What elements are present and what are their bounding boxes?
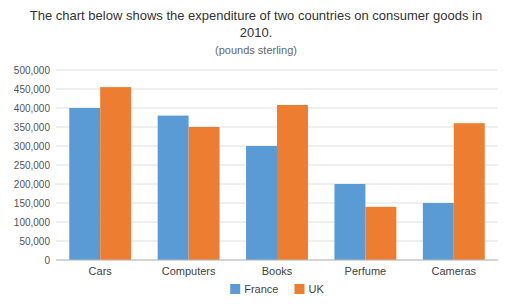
bar — [454, 123, 485, 260]
y-tick-label: 450,000 — [14, 84, 51, 95]
x-tick-label: Cars — [89, 265, 113, 277]
y-tick-label: 500,000 — [14, 65, 51, 76]
bar — [100, 87, 131, 260]
y-tick-label: 150,000 — [14, 198, 51, 209]
bar — [158, 116, 189, 260]
subtitle: (pounds sterling) — [215, 44, 297, 56]
bar — [423, 203, 454, 260]
bars — [69, 87, 484, 260]
y-tick-label: 350,000 — [14, 122, 51, 133]
legend-label: UK — [308, 283, 324, 295]
y-tick-label: 50,000 — [19, 236, 50, 247]
grid-line — [56, 70, 498, 71]
bar — [189, 127, 220, 260]
bar — [365, 207, 396, 260]
bar — [246, 146, 277, 260]
y-tick-label: 300,000 — [14, 141, 51, 152]
y-tick-label: 400,000 — [14, 103, 51, 114]
legend-swatch — [294, 284, 304, 294]
bar — [277, 105, 308, 260]
y-tick-label: 0 — [44, 255, 50, 266]
title-line: The chart below shows the expenditure of… — [30, 8, 482, 23]
y-tick-label: 250,000 — [14, 160, 51, 171]
legend-swatch — [230, 284, 240, 294]
title: The chart below shows the expenditure of… — [30, 8, 482, 40]
grid-line — [56, 260, 498, 261]
y-tick-label: 200,000 — [14, 179, 51, 190]
x-tick-label: Computers — [162, 265, 216, 277]
x-tick-label: Books — [262, 265, 293, 277]
title-line: 2010. — [240, 25, 273, 40]
bar — [334, 184, 365, 260]
chart: The chart below shows the expenditure of… — [0, 0, 512, 304]
legend: France UK — [230, 283, 324, 295]
x-tick-label: Perfume — [345, 265, 387, 277]
x-axis-line — [56, 260, 498, 261]
legend-label: France — [244, 283, 278, 295]
x-tick-label: Cameras — [431, 265, 476, 277]
bar — [69, 108, 100, 260]
y-tick-label: 100,000 — [14, 217, 51, 228]
